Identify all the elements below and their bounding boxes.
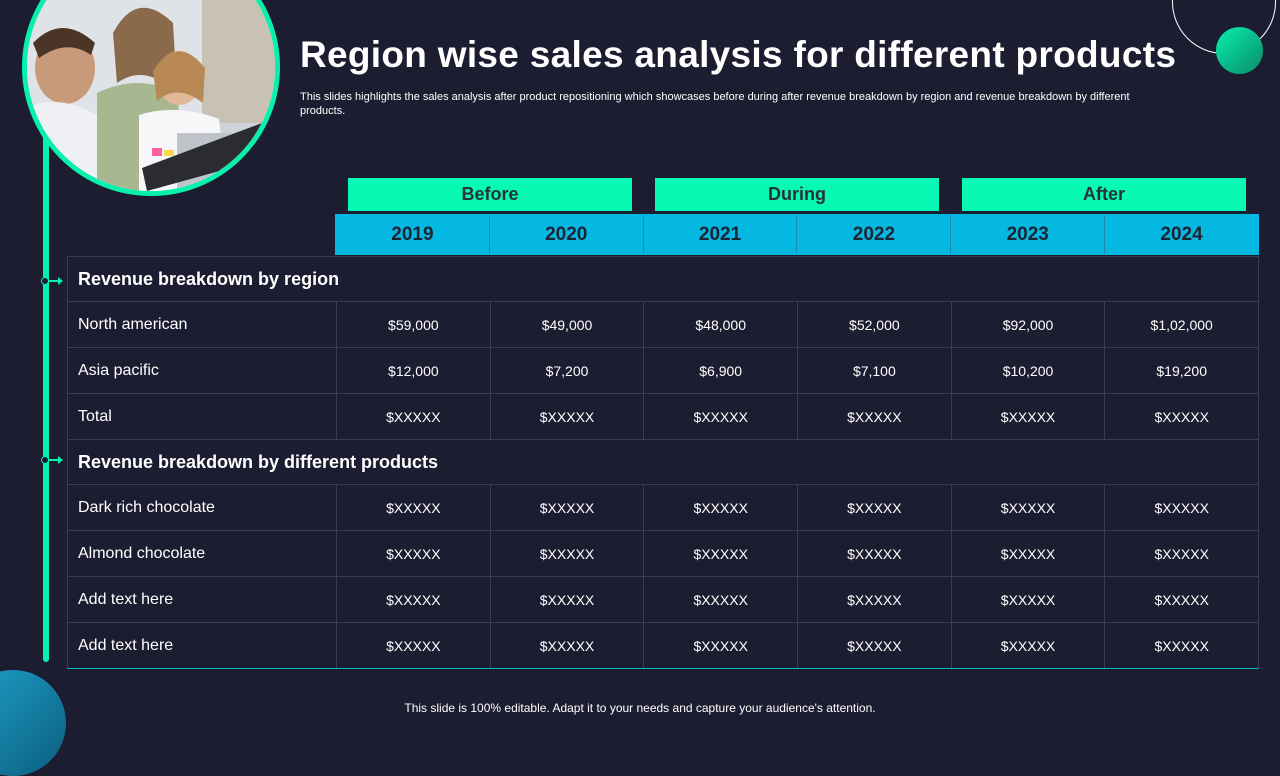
table-cell: $XXXXX: [798, 485, 952, 530]
section-heading-region: Revenue breakdown by region: [68, 257, 1258, 302]
table-cell: $6,900: [644, 348, 799, 393]
office-workers-image: [27, 0, 275, 191]
table-cell: $XXXXX: [337, 394, 491, 439]
year-header: 2020: [490, 215, 644, 254]
table-cell: $XXXXX: [1154, 499, 1209, 516]
table-row: Asia pacific $12,000 $7,200 $6,900 $7,10…: [68, 348, 1258, 394]
section-heading-products: Revenue breakdown by different products: [68, 440, 1258, 485]
table-cell: $XXXXX: [644, 485, 799, 530]
table-cell: $12,000: [337, 348, 491, 393]
timeline-line: [43, 130, 49, 662]
table-cell: $XXXXX: [1154, 591, 1209, 608]
footer-note: This slide is 100% editable. Adapt it to…: [404, 701, 876, 715]
decorative-corner-circle: [0, 670, 66, 776]
row-label: Almond chocolate: [68, 531, 337, 576]
table-cell: $XXXXX: [644, 394, 799, 439]
table-cell: $XXXXX: [798, 577, 952, 622]
table-cell: $1,02,000: [1150, 316, 1213, 333]
page-subtitle: This slides highlights the sales analysi…: [300, 91, 1130, 117]
year-header: 2024: [1160, 223, 1203, 245]
table-cell: $XXXXX: [491, 577, 645, 622]
table-cell: $XXXXX: [952, 394, 1106, 439]
revenue-table: Revenue breakdown by region North americ…: [67, 256, 1259, 669]
table-cell: $19,200: [1156, 362, 1207, 379]
year-header: 2021: [644, 215, 798, 254]
table-cell: $XXXXX: [1154, 408, 1209, 425]
table-cell: $7,200: [491, 348, 645, 393]
table-cell: $10,200: [952, 348, 1106, 393]
table-cell: $XXXXX: [644, 623, 799, 668]
table-row: Add text here $XXXXX $XXXXX $XXXXX $XXXX…: [68, 623, 1258, 668]
table-cell: $XXXXX: [337, 577, 491, 622]
year-header: 2019: [336, 215, 490, 254]
table-cell: $59,000: [337, 302, 491, 347]
table-cell: $XXXXX: [952, 623, 1106, 668]
table-cell: $XXXXX: [337, 623, 491, 668]
row-label: North american: [68, 302, 337, 347]
table-cell: $XXXXX: [491, 623, 645, 668]
table-cell: $XXXXX: [798, 531, 952, 576]
section-marker-arrow: [41, 276, 65, 286]
table-row: North american $59,000 $49,000 $48,000 $…: [68, 302, 1258, 348]
year-header: 2023: [951, 215, 1106, 254]
table-row: Total $XXXXX $XXXXX $XXXXX $XXXXX $XXXXX…: [68, 394, 1258, 440]
table-cell: $XXXXX: [952, 531, 1106, 576]
table-row: Add text here $XXXXX $XXXXX $XXXXX $XXXX…: [68, 577, 1258, 623]
table-cell: $XXXXX: [1154, 545, 1209, 562]
row-label: Add text here: [68, 623, 337, 668]
row-label: Asia pacific: [68, 348, 337, 393]
period-header-after: After: [962, 178, 1246, 211]
page-title: Region wise sales analysis for different…: [300, 34, 1177, 75]
period-header-during: During: [655, 178, 939, 211]
table-cell: $48,000: [644, 302, 799, 347]
row-label: Dark rich chocolate: [68, 485, 337, 530]
table-cell: $XXXXX: [491, 531, 645, 576]
table-row: Almond chocolate $XXXXX $XXXXX $XXXXX $X…: [68, 531, 1258, 577]
year-header: 2022: [797, 215, 952, 254]
table-cell: $XXXXX: [337, 485, 491, 530]
table-cell: $52,000: [798, 302, 952, 347]
table-cell: $XXXXX: [491, 394, 645, 439]
table-cell: $XXXXX: [952, 485, 1106, 530]
table-cell: $XXXXX: [798, 623, 952, 668]
table-cell: $7,100: [798, 348, 952, 393]
row-label: Add text here: [68, 577, 337, 622]
table-row: Dark rich chocolate $XXXXX $XXXXX $XXXXX…: [68, 485, 1258, 531]
decorative-gradient-circle: [1216, 27, 1263, 74]
row-label: Total: [68, 394, 337, 439]
table-cell: $49,000: [491, 302, 645, 347]
table-cell: $XXXXX: [337, 531, 491, 576]
table-cell: $XXXXX: [491, 485, 645, 530]
year-header-row: 2019 2020 2021 2022 2023 2024: [335, 214, 1259, 255]
table-cell: $XXXXX: [644, 531, 799, 576]
period-header-before: Before: [348, 178, 632, 211]
table-cell: $XXXXX: [1154, 637, 1209, 654]
table-cell: $XXXXX: [644, 577, 799, 622]
section-marker-arrow: [41, 455, 65, 465]
table-cell: $XXXXX: [952, 577, 1106, 622]
table-cell: $92,000: [952, 302, 1106, 347]
table-cell: $XXXXX: [798, 394, 952, 439]
team-photo: [22, 0, 280, 196]
